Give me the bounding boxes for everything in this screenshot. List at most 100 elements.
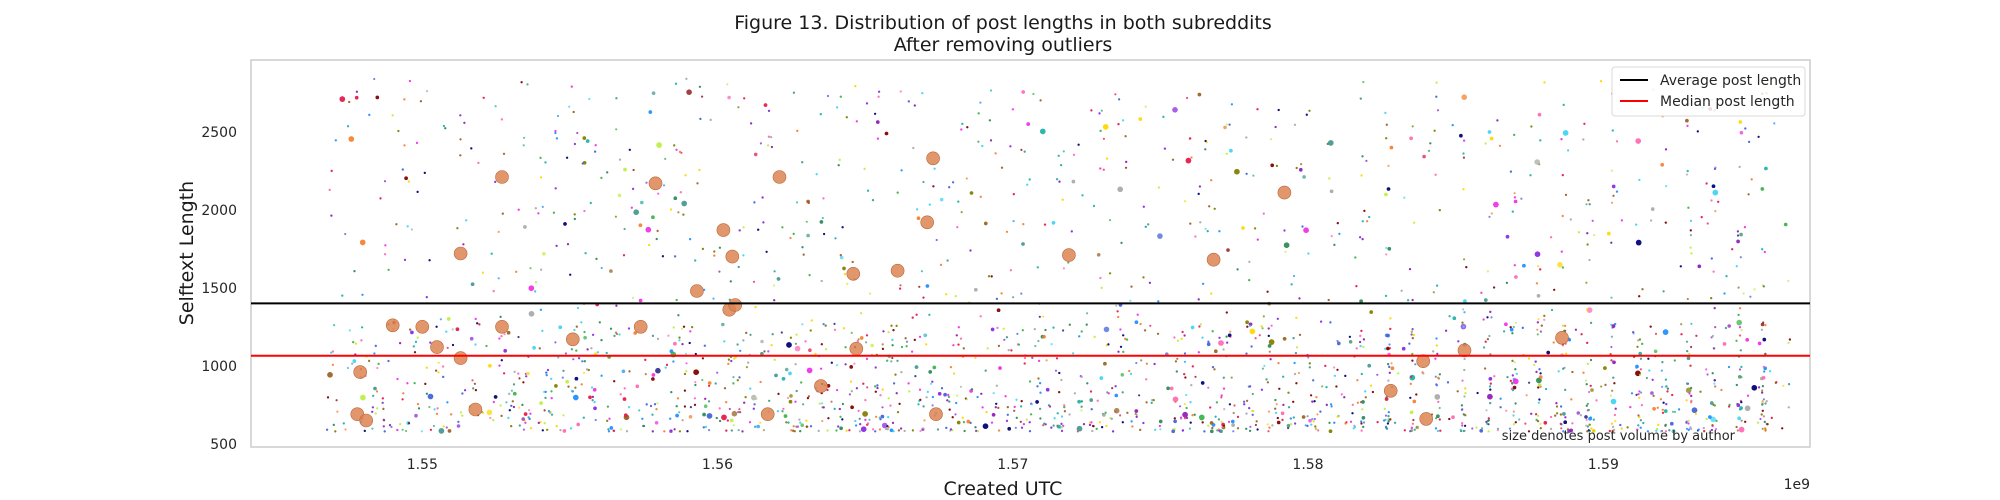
scatter-point bbox=[1256, 428, 1259, 431]
scatter-point bbox=[739, 349, 742, 352]
scatter-point bbox=[1592, 418, 1595, 421]
scatter-point bbox=[1067, 261, 1070, 264]
highlighted-point bbox=[495, 170, 509, 184]
scatter-point bbox=[1537, 383, 1542, 388]
scatter-point bbox=[586, 348, 589, 351]
scatter-point bbox=[1511, 381, 1514, 384]
scatter-point bbox=[839, 95, 842, 98]
scatter-point bbox=[1727, 324, 1731, 328]
scatter-point bbox=[1536, 328, 1539, 331]
scatter-point bbox=[1262, 315, 1265, 318]
scatter-point bbox=[1736, 230, 1739, 233]
scatter-point bbox=[1710, 428, 1713, 432]
scatter-point bbox=[1664, 430, 1668, 433]
scatter-point bbox=[1286, 423, 1291, 428]
scatter-point bbox=[1383, 407, 1386, 410]
scatter-point bbox=[751, 394, 757, 401]
scatter-point bbox=[1702, 426, 1705, 430]
scatter-point bbox=[1376, 373, 1379, 376]
scatter-point bbox=[970, 388, 974, 391]
scatter-point bbox=[445, 426, 448, 429]
scatter-point bbox=[470, 282, 475, 287]
scatter-point bbox=[1362, 345, 1365, 348]
scatter-point bbox=[1685, 427, 1689, 430]
scatter-point bbox=[730, 418, 734, 423]
scatter-point bbox=[1461, 321, 1464, 324]
scatter-point bbox=[1383, 419, 1386, 422]
scatter-point bbox=[651, 373, 656, 377]
scatter-point bbox=[388, 424, 392, 427]
scatter-point bbox=[1397, 372, 1400, 375]
scatter-point bbox=[507, 416, 510, 419]
scatter-point bbox=[1723, 292, 1726, 295]
scatter-point bbox=[806, 397, 810, 400]
scatter-point bbox=[818, 402, 821, 405]
scatter-point bbox=[501, 212, 504, 215]
scatter-point bbox=[1335, 385, 1338, 388]
scatter-point bbox=[550, 377, 553, 380]
scatter-point bbox=[836, 106, 839, 109]
scatter-point bbox=[694, 259, 697, 262]
scatter-point bbox=[1745, 338, 1749, 342]
scatter-point bbox=[488, 364, 492, 368]
scatter-point bbox=[721, 322, 725, 327]
scatter-point bbox=[858, 430, 862, 433]
scatter-point bbox=[528, 311, 535, 317]
scatter-point bbox=[1052, 424, 1055, 427]
x-axis-ticks: 1.55 1.56 1.57 1.58 1.59 bbox=[407, 457, 1619, 473]
scatter-point bbox=[1230, 376, 1233, 379]
scatter-point bbox=[552, 211, 556, 214]
scatter-point bbox=[1434, 357, 1437, 360]
scatter-point bbox=[1360, 429, 1363, 432]
scatter-point bbox=[1496, 119, 1499, 122]
scatter-point bbox=[980, 392, 983, 395]
scatter-point bbox=[1058, 180, 1061, 183]
scatter-point bbox=[613, 334, 616, 337]
scatter-point bbox=[1042, 315, 1045, 318]
scatter-point bbox=[1738, 368, 1742, 371]
scatter-point bbox=[1540, 324, 1543, 327]
scatter-point bbox=[1256, 108, 1259, 111]
scatter-point bbox=[1761, 248, 1764, 251]
scatter-point bbox=[835, 429, 838, 432]
scatter-point bbox=[727, 358, 731, 361]
scatter-point bbox=[1181, 330, 1184, 334]
scatter-point bbox=[1343, 396, 1346, 399]
scatter-point bbox=[1697, 264, 1702, 269]
scatter-point bbox=[739, 411, 742, 414]
scatter-point bbox=[1522, 263, 1526, 268]
scatter-point bbox=[877, 95, 880, 98]
scatter-point bbox=[1243, 400, 1246, 403]
scatter-point bbox=[1292, 274, 1296, 278]
scatter-point bbox=[1436, 284, 1439, 287]
scatter-point bbox=[1713, 379, 1716, 382]
scatter-point bbox=[1589, 384, 1592, 387]
scatter-point bbox=[1762, 428, 1765, 431]
scatter-point bbox=[409, 328, 412, 331]
scatter-point bbox=[1312, 379, 1315, 382]
scatter-point bbox=[1103, 326, 1110, 333]
scatter-point bbox=[1569, 218, 1572, 221]
scatter-point bbox=[749, 333, 752, 336]
highlighted-point bbox=[1206, 252, 1221, 267]
scatter-point bbox=[1130, 420, 1133, 423]
scatter-point bbox=[615, 304, 618, 307]
scatter-point bbox=[859, 336, 864, 340]
scatter-point bbox=[497, 230, 500, 233]
scatter-point bbox=[1537, 318, 1540, 321]
scatter-point bbox=[1534, 251, 1541, 257]
scatter-point bbox=[1088, 423, 1092, 426]
scatter-point bbox=[1512, 410, 1515, 413]
scatter-point bbox=[1410, 330, 1413, 333]
scatter-point bbox=[1304, 424, 1307, 427]
scatter-point bbox=[1671, 410, 1675, 413]
scatter-point bbox=[1610, 398, 1617, 405]
scatter-point bbox=[966, 419, 971, 424]
scatter-point bbox=[925, 284, 930, 288]
scatter-point bbox=[753, 403, 756, 406]
scatter-point bbox=[416, 403, 420, 406]
scatter-point bbox=[1056, 412, 1059, 415]
scatter-point bbox=[774, 373, 778, 378]
scatter-point bbox=[1710, 257, 1713, 260]
scatter-point bbox=[1386, 422, 1389, 425]
